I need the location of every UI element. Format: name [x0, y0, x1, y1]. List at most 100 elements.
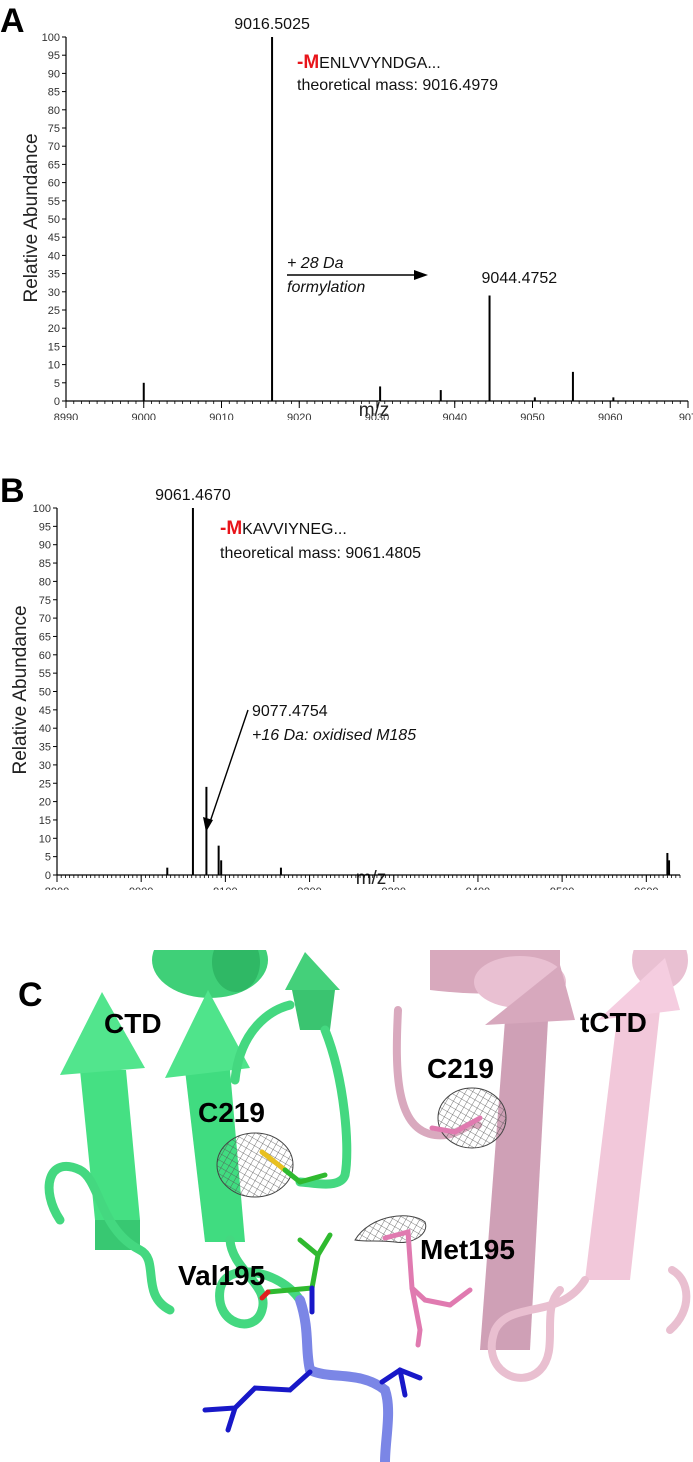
- x-axis-title-a: m/z: [359, 400, 390, 420]
- val195-sticks: [259, 1232, 333, 1315]
- sequence-rest-b: KAVVIYNEG...: [242, 521, 347, 538]
- y-tick-label: 70: [48, 141, 60, 153]
- y-tick-label: 0: [54, 396, 60, 408]
- shift-label-top: + 28 Da: [287, 255, 344, 272]
- y-tick-label: 100: [42, 32, 60, 44]
- y-tick-label: 50: [48, 214, 60, 226]
- structure-figure: C: [18, 950, 691, 1462]
- y-tick-label: 55: [39, 668, 51, 680]
- x-tick-label: 9200: [297, 886, 321, 890]
- y-tick-label: 30: [39, 760, 51, 772]
- x-tick-label: 9010: [209, 412, 233, 420]
- y-tick-label: 60: [39, 650, 51, 662]
- panel-letter-a: A: [0, 2, 25, 40]
- y-tick-label: 0: [45, 870, 51, 882]
- y-tick-label: 85: [48, 87, 60, 99]
- met195-sticks: [382, 1228, 473, 1348]
- x-tick-label: 9600: [634, 886, 658, 890]
- y-tick-label: 60: [48, 178, 60, 190]
- y-tick-label: 85: [39, 558, 51, 570]
- y-tick-label: 45: [39, 705, 51, 717]
- y-tick-label: 5: [45, 852, 51, 864]
- y-tick-label: 65: [39, 631, 51, 643]
- x-tick-label: 9500: [550, 886, 574, 890]
- theoretical-mass-a: theoretical mass: 9016.4979: [297, 77, 498, 94]
- tctd-strand-2: [585, 958, 680, 1280]
- x-tick-label: 9400: [466, 886, 490, 890]
- y-tick-label: 95: [48, 50, 60, 62]
- panel-letter-b: B: [0, 472, 25, 510]
- oxidised-arrow: [203, 709, 249, 832]
- peak-labels-b: 9061.4670: [155, 487, 231, 504]
- x-tick-label: 8900: [45, 886, 69, 890]
- y-axis-title-b: Relative Abundance: [10, 605, 31, 774]
- y-tick-label: 100: [33, 503, 51, 515]
- y-tick-label: 5: [54, 378, 60, 390]
- axes-a: 0 5 10 15 20 25 30 35 40 45 50 55 60 65 70 75 80 85 90 95 10…: [42, 32, 693, 420]
- label-c219-left: C219: [198, 1097, 265, 1128]
- x-tick-label: 9060: [598, 412, 622, 420]
- peaks-b: [166, 508, 671, 875]
- peaks-a: [142, 37, 615, 401]
- y-tick-label: 75: [48, 123, 60, 135]
- y-tick-label: 35: [39, 742, 51, 754]
- y-tick-label: 80: [48, 105, 60, 117]
- x-tick-label: 907: [679, 412, 693, 420]
- x-tick-label: 9030: [365, 412, 389, 420]
- c219-density-left: [216, 1132, 294, 1198]
- y-tick-label: 55: [48, 196, 60, 208]
- y-tick-label: 45: [48, 232, 60, 244]
- sequence-annotation-b: -MKAVVIYNEG...: [220, 518, 347, 539]
- x-tick-label: 9040: [443, 412, 467, 420]
- ctd-helix-cap: [152, 950, 268, 998]
- shift-label-bottom: formylation: [287, 279, 365, 296]
- x-tick-label: 9050: [520, 412, 544, 420]
- ctd-loops: [44, 1000, 394, 1462]
- y-tick-label: 30: [48, 287, 60, 299]
- peak-label: 9016.5025: [234, 16, 310, 33]
- peak-label: 9044.4752: [482, 270, 558, 287]
- y-tick-label: 80: [39, 576, 51, 588]
- x-tick-label: 8990: [54, 412, 78, 420]
- y-tick-label: 70: [39, 613, 51, 625]
- mass-spectrum-a: A Relative Abundance m/z 0 5 10 15 20 25 30 35 4…: [0, 2, 693, 420]
- panel-letter-c: C: [18, 976, 43, 1014]
- y-tick-label: 65: [48, 159, 60, 171]
- sequence-prefix-a: -M: [297, 52, 319, 73]
- oxidised-peak-label: +16 Da: oxidised M185: [252, 727, 416, 744]
- y-tick-label: 20: [39, 797, 51, 809]
- tctd-strand-1: [480, 965, 575, 1350]
- sequence-rest-a: ENLVVYNDGA...: [319, 55, 441, 72]
- label-tctd: tCTD: [580, 1007, 647, 1038]
- x-tick-label: 9020: [287, 412, 311, 420]
- y-axis-title-a: Relative Abundance: [21, 133, 42, 302]
- peak-labels-a: 9016.5025 9044.4752: [234, 16, 557, 287]
- blue-residues: [202, 1367, 423, 1433]
- y-tick-label: 15: [48, 341, 60, 353]
- label-c219-right: C219: [427, 1053, 494, 1084]
- y-tick-label: 90: [39, 540, 51, 552]
- x-tick-label: 9000: [129, 886, 153, 890]
- x-tick-label: 9300: [382, 886, 406, 890]
- oxidised-peak-mass: 9077.4754: [252, 703, 328, 720]
- label-met195: Met195: [420, 1234, 515, 1265]
- y-tick-label: 40: [48, 250, 60, 262]
- y-tick-label: 40: [39, 723, 51, 735]
- theoretical-mass-b: theoretical mass: 9061.4805: [220, 545, 421, 562]
- y-tick-label: 95: [39, 521, 51, 533]
- peak-label: 9061.4670: [155, 487, 231, 504]
- y-tick-label: 15: [39, 815, 51, 827]
- y-tick-label: 50: [39, 687, 51, 699]
- c219-sticks-left: [259, 1149, 328, 1185]
- sequence-prefix-b: -M: [220, 518, 242, 539]
- y-tick-label: 75: [39, 595, 51, 607]
- label-val195: Val195: [178, 1260, 265, 1291]
- c219-density-right: [437, 1087, 507, 1149]
- label-ctd: CTD: [104, 1008, 162, 1039]
- y-tick-label: 25: [48, 305, 60, 317]
- y-tick-label: 35: [48, 269, 60, 281]
- ctd-strand-2: [165, 990, 250, 1242]
- x-axis-title-b: m/z: [356, 868, 387, 889]
- axes-b: 0 5 10 15 20 25 30 35 40 45 50 55 60 65 70 75 80 85 90 95 10…: [33, 503, 681, 890]
- y-tick-label: 25: [39, 778, 51, 790]
